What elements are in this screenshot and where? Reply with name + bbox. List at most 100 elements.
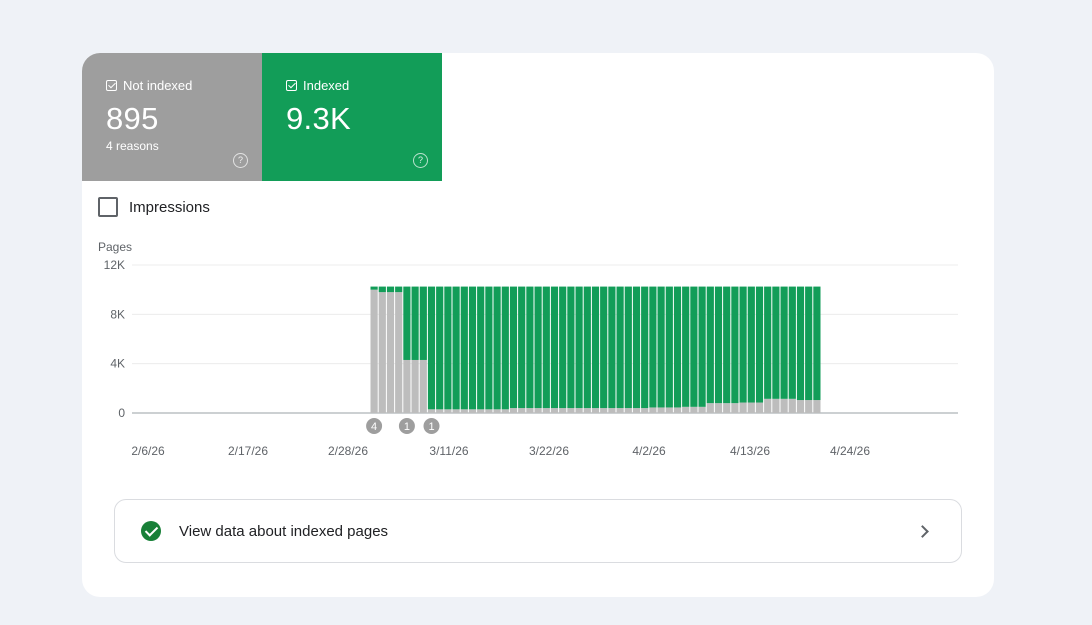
bar-not-indexed bbox=[559, 408, 567, 413]
bar-not-indexed bbox=[542, 408, 550, 413]
bar-not-indexed bbox=[714, 403, 723, 413]
bar-not-indexed bbox=[485, 409, 493, 413]
bar-not-indexed bbox=[444, 409, 452, 413]
bar-indexed bbox=[378, 286, 386, 293]
bar-not-indexed bbox=[723, 403, 731, 413]
bar-indexed bbox=[411, 286, 419, 360]
bar-indexed bbox=[682, 286, 690, 407]
bar-indexed bbox=[444, 286, 452, 410]
not-indexed-tile[interactable]: Not indexed 895 4 reasons ? bbox=[82, 53, 262, 181]
bar-not-indexed bbox=[509, 408, 518, 413]
annotation-label: 4 bbox=[371, 421, 377, 433]
bar-indexed bbox=[649, 286, 657, 408]
bar-indexed bbox=[567, 286, 575, 409]
bar-not-indexed bbox=[641, 408, 649, 413]
bar-indexed bbox=[477, 286, 485, 410]
bar-not-indexed bbox=[370, 289, 378, 413]
help-icon[interactable]: ? bbox=[413, 153, 428, 168]
bar-not-indexed bbox=[747, 402, 755, 413]
bar-indexed bbox=[575, 286, 583, 409]
bar-indexed bbox=[796, 286, 805, 401]
bar-not-indexed bbox=[649, 407, 657, 413]
not-indexed-reasons: 4 reasons bbox=[106, 139, 159, 153]
bar-indexed bbox=[723, 286, 731, 404]
x-tick-label: 4/24/26 bbox=[830, 444, 870, 458]
bar-indexed bbox=[616, 286, 624, 409]
bar-indexed bbox=[665, 286, 673, 408]
bar-indexed bbox=[714, 286, 723, 404]
bar-not-indexed bbox=[764, 398, 772, 413]
bar-not-indexed bbox=[739, 402, 747, 413]
bar-not-indexed bbox=[526, 408, 534, 413]
bar-indexed bbox=[485, 286, 493, 410]
page-indexing-card: Not indexed 895 4 reasons ? Indexed 9.3K… bbox=[82, 53, 994, 597]
bar-not-indexed bbox=[493, 409, 501, 413]
bar-not-indexed bbox=[550, 408, 559, 413]
bar-not-indexed bbox=[673, 407, 682, 413]
bar-not-indexed bbox=[698, 406, 706, 413]
impressions-toggle[interactable]: Impressions bbox=[98, 197, 210, 217]
bar-indexed bbox=[493, 286, 501, 410]
bar-indexed bbox=[518, 286, 526, 409]
indexing-chart: Pages 0 4K 8K 12K 2/6/26 2/17/26 2/28/26 3/11/26… bbox=[82, 233, 994, 493]
bar-indexed bbox=[698, 286, 706, 407]
not-indexed-count: 895 bbox=[106, 101, 159, 136]
x-tick-label: 4/13/26 bbox=[730, 444, 770, 458]
checkbox-unchecked-icon[interactable] bbox=[98, 197, 118, 217]
bar-indexed bbox=[460, 286, 468, 410]
bar-indexed bbox=[673, 286, 682, 408]
checkbox-checked-icon[interactable] bbox=[286, 79, 297, 91]
bar-not-indexed bbox=[813, 400, 821, 413]
bar-indexed bbox=[436, 286, 444, 410]
bar-not-indexed bbox=[690, 406, 698, 413]
x-tick-label: 2/17/26 bbox=[228, 444, 268, 458]
indexed-count: 9.3K bbox=[286, 101, 351, 136]
indexed-tile[interactable]: Indexed 9.3K ? bbox=[262, 53, 442, 181]
bar-indexed bbox=[780, 286, 788, 399]
view-indexed-pages-link[interactable]: View data about indexed pages bbox=[114, 499, 962, 563]
bar-indexed bbox=[805, 286, 813, 401]
checkbox-checked-icon[interactable] bbox=[106, 79, 117, 91]
bar-indexed bbox=[386, 286, 395, 293]
bar-indexed bbox=[591, 286, 600, 409]
bar-not-indexed bbox=[600, 408, 608, 413]
bar-indexed bbox=[550, 286, 559, 409]
bar-indexed bbox=[370, 286, 378, 290]
bar-indexed bbox=[764, 286, 772, 399]
annotation-label: 1 bbox=[404, 421, 410, 433]
bar-not-indexed bbox=[567, 408, 575, 413]
bar-indexed bbox=[813, 286, 821, 401]
annotation-marker bbox=[366, 418, 383, 434]
bar-not-indexed bbox=[805, 400, 813, 413]
not-indexed-label: Not indexed bbox=[123, 77, 193, 93]
y-tick-label: 4K bbox=[110, 357, 125, 371]
bar-indexed bbox=[403, 286, 411, 360]
bar-not-indexed bbox=[624, 408, 632, 413]
annotation-marker bbox=[423, 418, 440, 434]
bar-not-indexed bbox=[534, 408, 542, 413]
bar-not-indexed bbox=[518, 408, 526, 413]
x-tick-label: 3/11/26 bbox=[429, 444, 468, 458]
impressions-label: Impressions bbox=[129, 198, 210, 216]
bar-not-indexed bbox=[419, 359, 427, 413]
chart-svg: Pages 0 4K 8K 12K 2/6/26 2/17/26 2/28/26 3/11/26… bbox=[98, 240, 958, 458]
bar-indexed bbox=[427, 286, 436, 410]
bar-not-indexed bbox=[780, 398, 788, 413]
y-tick-label: 12K bbox=[104, 258, 125, 272]
bar-not-indexed bbox=[796, 400, 805, 413]
chevron-right-icon bbox=[916, 524, 929, 538]
bar-indexed bbox=[419, 286, 427, 360]
bar-not-indexed bbox=[788, 398, 796, 413]
bar-indexed bbox=[600, 286, 608, 409]
bar-not-indexed bbox=[657, 407, 665, 413]
bar-indexed bbox=[657, 286, 665, 408]
bar-not-indexed bbox=[501, 409, 509, 413]
help-icon[interactable]: ? bbox=[233, 153, 248, 168]
x-tick-label: 2/28/26 bbox=[328, 444, 368, 458]
bar-indexed bbox=[583, 286, 591, 409]
bar-not-indexed bbox=[460, 409, 468, 413]
bar-indexed bbox=[468, 286, 477, 410]
bar-not-indexed bbox=[411, 359, 419, 413]
bar-not-indexed bbox=[436, 409, 444, 413]
bar-indexed bbox=[559, 286, 567, 409]
